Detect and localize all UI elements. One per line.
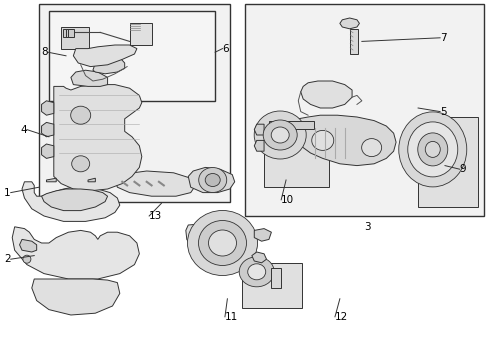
Bar: [271, 268, 281, 288]
Ellipse shape: [425, 141, 439, 157]
Polygon shape: [22, 182, 120, 221]
Text: 13: 13: [149, 211, 162, 221]
Polygon shape: [88, 178, 95, 182]
Polygon shape: [54, 85, 142, 191]
Ellipse shape: [407, 122, 457, 177]
Bar: [417, 117, 477, 207]
Polygon shape: [46, 178, 56, 182]
Bar: [39, 4, 229, 202]
Bar: [62, 29, 68, 37]
Polygon shape: [188, 167, 234, 193]
Ellipse shape: [205, 174, 220, 186]
Ellipse shape: [271, 127, 288, 143]
Bar: [244, 4, 483, 216]
Polygon shape: [41, 144, 54, 158]
Text: 8: 8: [41, 47, 48, 57]
Text: 10: 10: [281, 195, 294, 205]
Polygon shape: [254, 124, 264, 135]
Ellipse shape: [263, 120, 297, 150]
Ellipse shape: [254, 111, 305, 159]
Text: 3: 3: [364, 222, 370, 232]
Polygon shape: [300, 81, 351, 108]
Text: 12: 12: [334, 312, 347, 322]
Polygon shape: [339, 18, 359, 29]
Bar: [129, 23, 151, 45]
Ellipse shape: [361, 139, 381, 157]
Polygon shape: [71, 70, 107, 86]
Polygon shape: [254, 140, 264, 151]
Ellipse shape: [239, 257, 274, 287]
Bar: [49, 11, 215, 101]
Text: 2: 2: [4, 254, 11, 264]
Text: 9: 9: [459, 164, 466, 174]
Ellipse shape: [247, 264, 265, 280]
Ellipse shape: [311, 130, 333, 150]
Bar: [65, 29, 71, 37]
Polygon shape: [295, 115, 395, 166]
Polygon shape: [254, 229, 271, 241]
Ellipse shape: [417, 133, 447, 166]
Ellipse shape: [398, 112, 466, 187]
Polygon shape: [20, 239, 37, 252]
Polygon shape: [41, 189, 107, 211]
Text: 11: 11: [224, 312, 238, 322]
Bar: [242, 263, 302, 308]
Ellipse shape: [72, 156, 89, 172]
Polygon shape: [93, 56, 124, 74]
Ellipse shape: [208, 230, 236, 256]
Text: 4: 4: [20, 125, 27, 135]
Polygon shape: [73, 45, 137, 67]
Polygon shape: [41, 122, 54, 137]
Text: 7: 7: [439, 33, 446, 43]
Ellipse shape: [187, 211, 257, 275]
Text: 6: 6: [222, 44, 229, 54]
Bar: [264, 122, 328, 188]
Ellipse shape: [198, 167, 226, 193]
Ellipse shape: [198, 220, 246, 266]
Bar: [349, 29, 357, 54]
Text: 1: 1: [4, 188, 11, 198]
Bar: [61, 27, 89, 49]
Polygon shape: [185, 223, 256, 263]
Ellipse shape: [23, 255, 31, 263]
Text: 5: 5: [439, 107, 446, 117]
Bar: [268, 121, 313, 129]
Bar: [68, 29, 74, 37]
Ellipse shape: [71, 106, 90, 124]
Polygon shape: [12, 227, 139, 279]
Polygon shape: [251, 252, 266, 263]
Polygon shape: [41, 101, 54, 115]
Polygon shape: [115, 171, 195, 196]
Polygon shape: [32, 279, 120, 315]
